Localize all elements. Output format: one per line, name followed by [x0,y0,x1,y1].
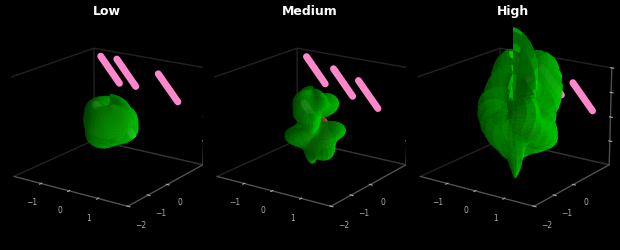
Title: Low: Low [93,5,121,18]
Title: Medium: Medium [282,5,338,18]
Title: High: High [497,5,529,18]
